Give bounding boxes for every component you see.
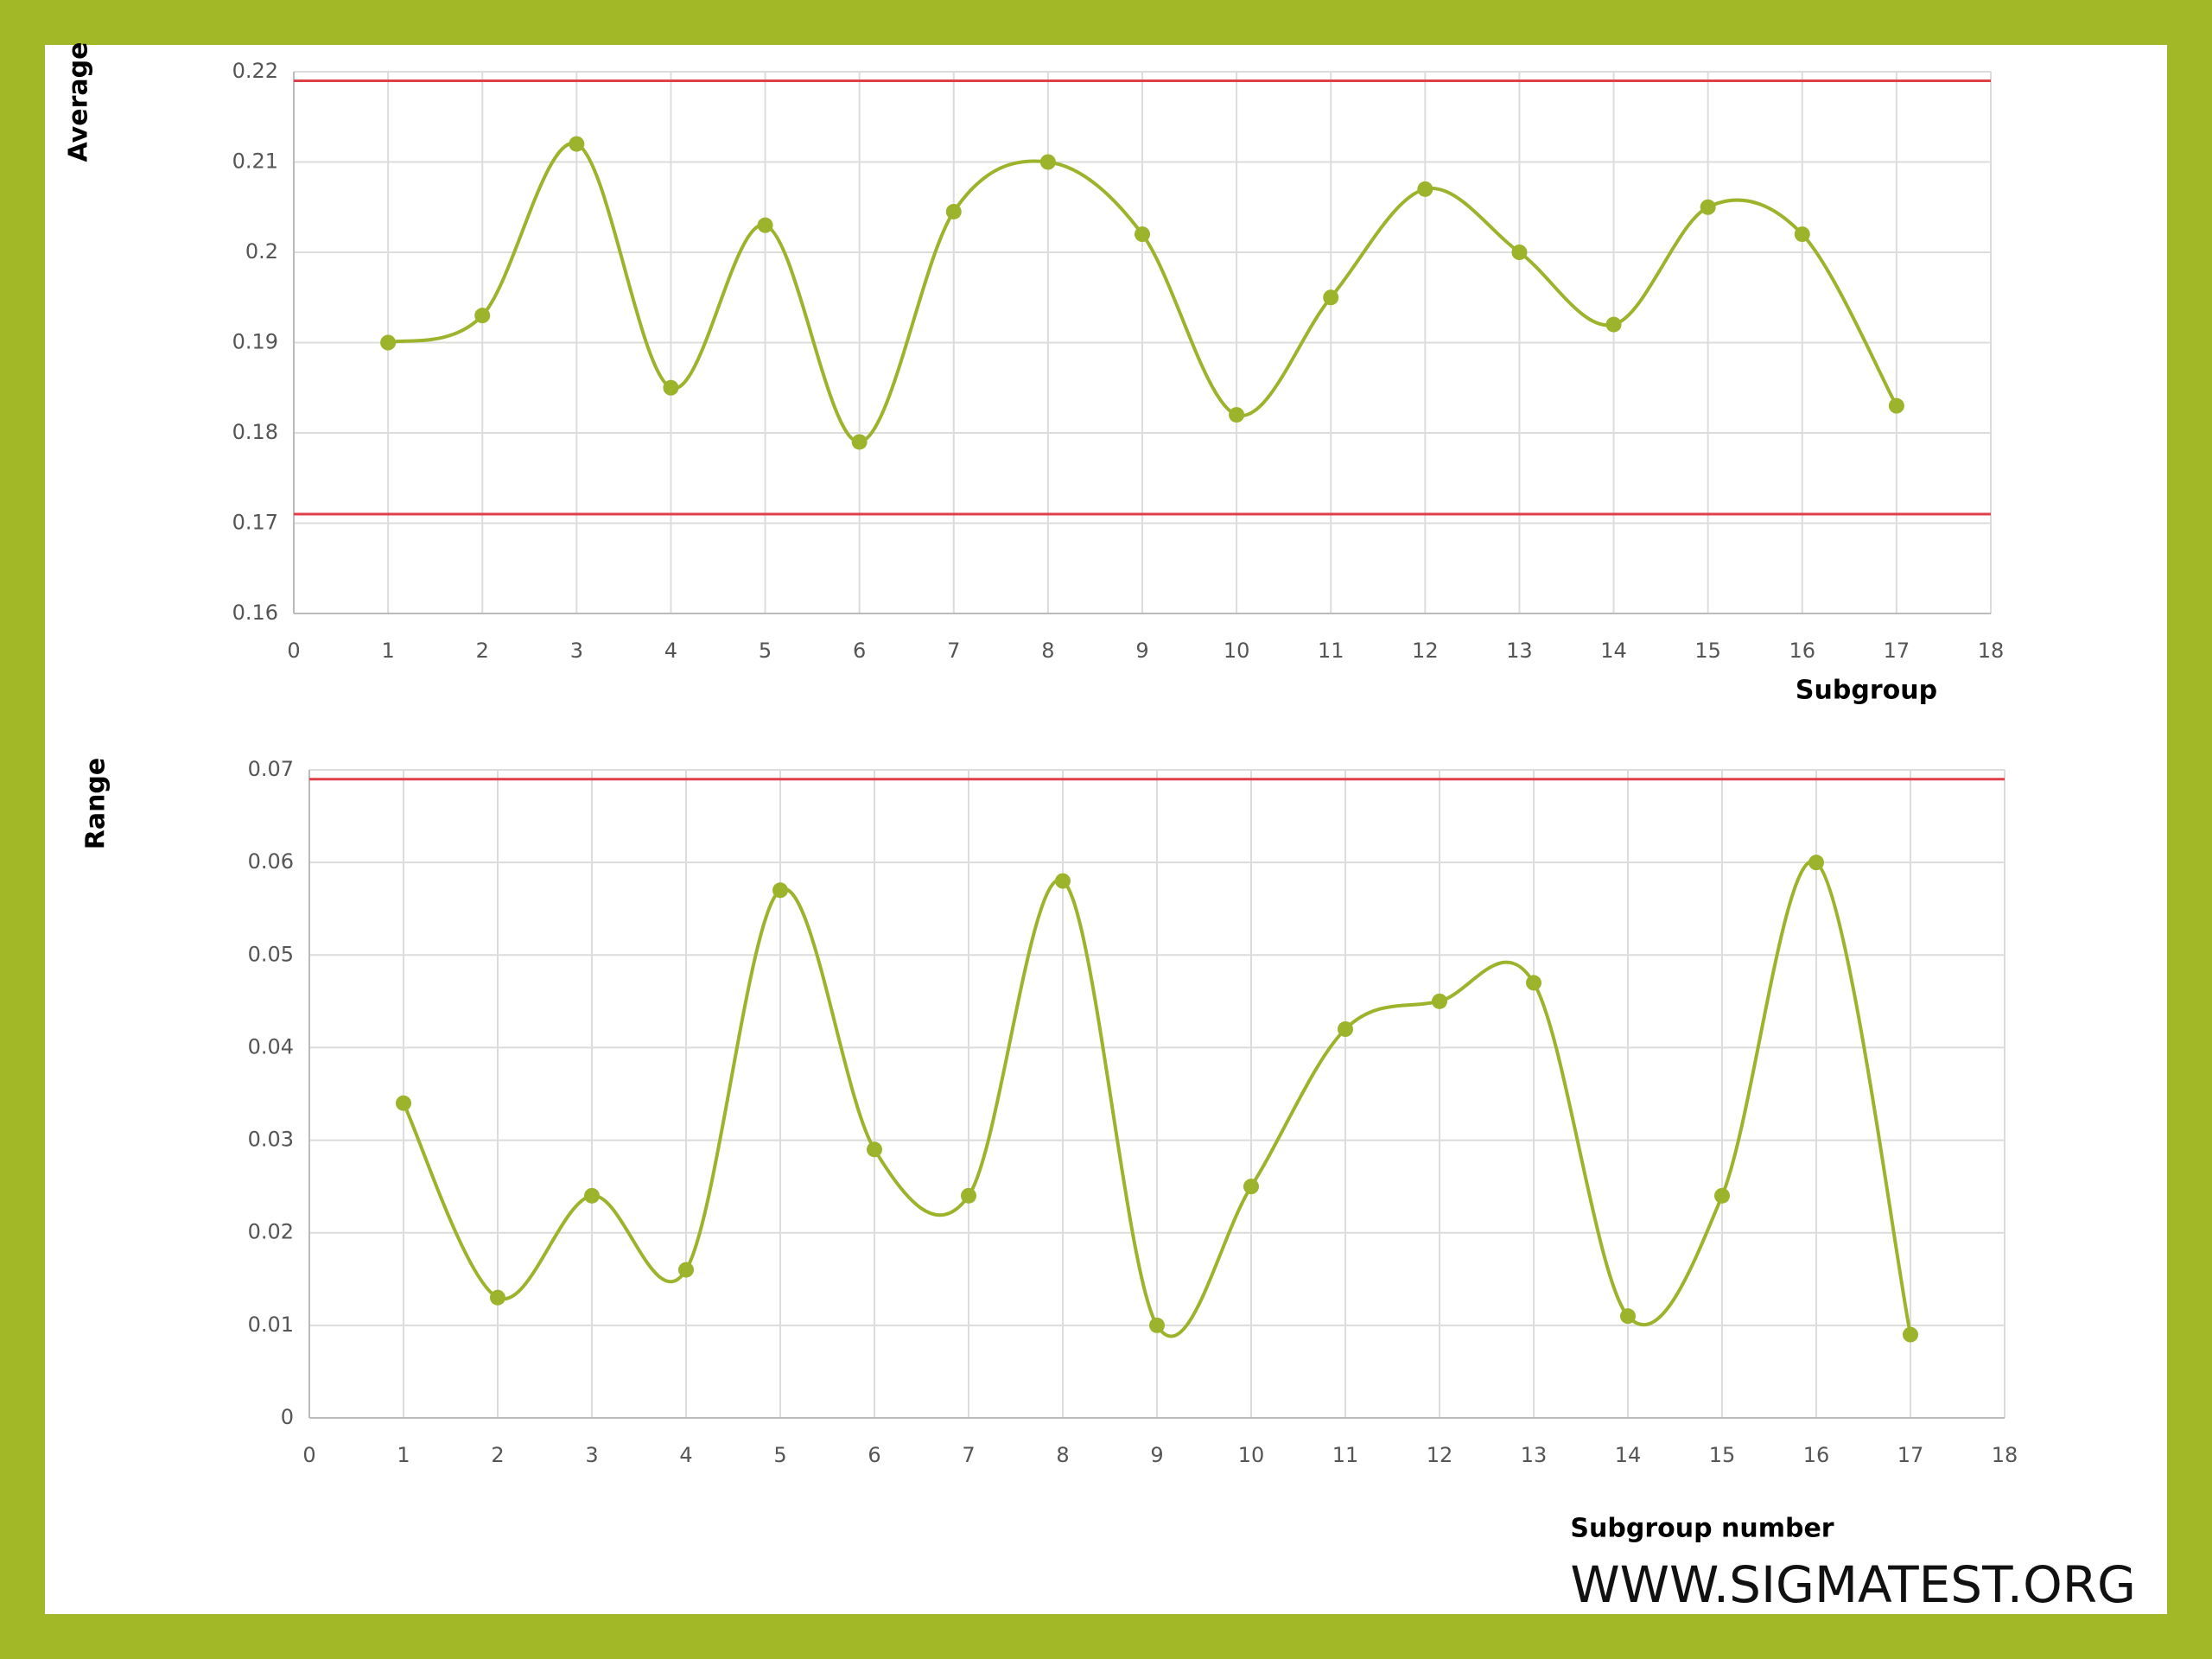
- x-tick-label: 15: [1694, 639, 1721, 663]
- y-tick-label: 0.22: [232, 59, 278, 83]
- x-tick-label: 3: [570, 639, 583, 663]
- point: [961, 1187, 976, 1204]
- y-tick-label: 0.19: [232, 330, 278, 354]
- y-tick-label: 0.01: [248, 1313, 294, 1337]
- point: [1417, 181, 1433, 197]
- panel: [45, 45, 2167, 1614]
- x-tick-label: 5: [773, 1443, 786, 1467]
- series-line: [387, 142, 1898, 444]
- x-tick-label: 15: [1709, 1443, 1736, 1467]
- x-tick-label: 0: [287, 639, 300, 663]
- x-tick-label: 2: [476, 639, 489, 663]
- y-tick-label: 0.16: [232, 601, 278, 625]
- y-tick-label: 0.21: [232, 149, 278, 174]
- point: [380, 334, 397, 351]
- x-tick-label: 5: [759, 639, 772, 663]
- point: [1526, 975, 1541, 991]
- x-tick-label: 10: [1224, 639, 1250, 663]
- point: [1338, 1021, 1353, 1037]
- x-tick-label: 7: [962, 1443, 975, 1467]
- x-tick-label: 9: [1135, 639, 1148, 663]
- x-tick-label: 7: [947, 639, 960, 663]
- point: [584, 1187, 600, 1204]
- x-tick-label: 9: [1150, 1443, 1163, 1467]
- point: [1323, 289, 1339, 306]
- x-tick-label: 10: [1238, 1443, 1265, 1467]
- point: [772, 882, 788, 899]
- point: [1620, 1308, 1636, 1325]
- y-tick-label: 0.18: [232, 420, 278, 444]
- point: [474, 308, 491, 324]
- point: [1605, 316, 1622, 333]
- point: [1055, 873, 1071, 889]
- x-tick-label: 11: [1332, 1443, 1359, 1467]
- point: [1243, 1179, 1259, 1195]
- x-tick-label: 11: [1318, 639, 1344, 663]
- point: [490, 1289, 505, 1306]
- x-tick-label: 18: [1978, 639, 2005, 663]
- point: [569, 136, 585, 152]
- x-tick-label: 16: [1803, 1443, 1830, 1467]
- point: [1229, 407, 1245, 423]
- x-tick-label: 6: [868, 1443, 880, 1467]
- x-tick-label: 8: [1041, 639, 1054, 663]
- point: [663, 379, 679, 396]
- x-axis-label: Subgroup number: [1570, 1514, 1834, 1544]
- x-tick-label: 14: [1615, 1443, 1642, 1467]
- point: [867, 1141, 882, 1158]
- y-tick-label: 0.02: [248, 1220, 294, 1244]
- y-tick-label: 0: [281, 1405, 294, 1429]
- y-tick-label: 0.2: [245, 239, 278, 264]
- point: [1511, 245, 1528, 260]
- point: [851, 434, 868, 450]
- point: [1808, 855, 1824, 871]
- point: [1149, 1317, 1165, 1333]
- y-axis-label: Range: [81, 758, 111, 850]
- x-tick-label: 16: [1789, 639, 1816, 663]
- x-tick-label: 1: [381, 639, 394, 663]
- footer: WWW.SIGMATEST.ORG: [1570, 1555, 2136, 1614]
- point: [1432, 993, 1447, 1009]
- x-tick-label: 12: [1427, 1443, 1453, 1467]
- y-tick-label: 0.07: [248, 757, 294, 781]
- x-tick-label: 17: [1884, 639, 1910, 663]
- point: [1135, 226, 1150, 243]
- x-tick-label: 12: [1412, 639, 1439, 663]
- x-tick-label: 0: [302, 1443, 315, 1467]
- point: [1714, 1187, 1730, 1204]
- point: [1039, 154, 1056, 170]
- y-tick-label: 0.03: [248, 1128, 294, 1152]
- x-tick-label: 14: [1600, 639, 1627, 663]
- x-tick-label: 13: [1506, 639, 1533, 663]
- x-tick-label: 18: [1992, 1443, 2018, 1467]
- y-tick-label: 0.04: [248, 1034, 294, 1058]
- x-axis-label: Subgroup: [1796, 676, 1937, 706]
- point: [1794, 226, 1810, 243]
- x-tick-label: 3: [585, 1443, 598, 1467]
- x-tick-label: 17: [1897, 1443, 1924, 1467]
- point: [1903, 1326, 1918, 1343]
- point: [678, 1262, 694, 1278]
- y-axis-label: Average: [64, 42, 94, 162]
- x-tick-label: 6: [853, 639, 866, 663]
- x-tick-label: 13: [1521, 1443, 1548, 1467]
- y-tick-label: 0.05: [248, 942, 294, 966]
- point: [1700, 199, 1716, 215]
- x-tick-label: 8: [1056, 1443, 1069, 1467]
- x-tick-label: 1: [397, 1443, 410, 1467]
- point: [396, 1095, 411, 1111]
- point: [1888, 397, 1904, 414]
- y-tick-label: 0.06: [248, 849, 294, 874]
- y-tick-label: 0.17: [232, 511, 278, 535]
- point: [757, 217, 773, 233]
- x-tick-label: 4: [664, 639, 677, 663]
- x-tick-label: 4: [679, 1443, 692, 1467]
- point: [945, 203, 962, 219]
- x-tick-label: 2: [491, 1443, 504, 1467]
